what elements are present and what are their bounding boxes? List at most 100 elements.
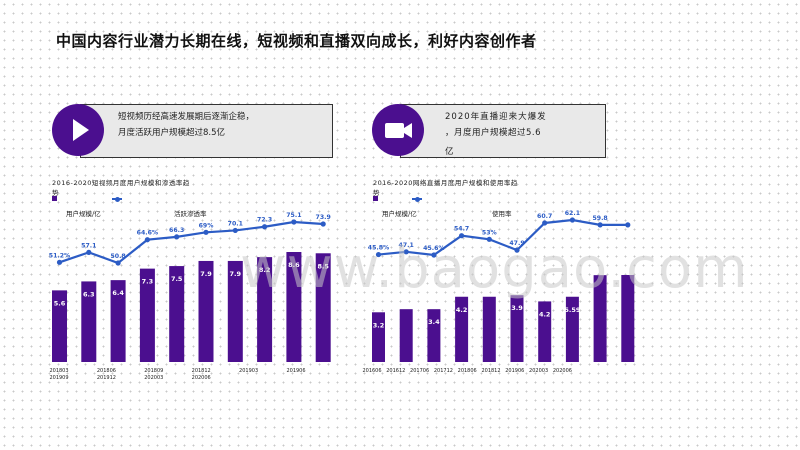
- live-stream-chart: 3.2 3.4 4.2 3.9 4.2 5.59 45.8% 47.1 45.6% 54.7 53%…: [362, 210, 635, 374]
- line-value-label: 51.2%: [49, 252, 70, 259]
- line-point: [203, 229, 209, 235]
- line-value-label: 45.6%: [423, 245, 444, 252]
- bar-value-label: 3.2: [373, 321, 385, 329]
- line-point: [375, 251, 382, 258]
- line-point: [86, 249, 92, 255]
- line-point: [232, 227, 238, 234]
- bar: [427, 309, 441, 362]
- bar-value-label: 5.59: [564, 306, 581, 314]
- line-value-label: 72.3: [257, 217, 272, 224]
- line-value-label: 64.6%: [137, 230, 158, 237]
- line-value-label: 60.7: [537, 213, 552, 220]
- x-tick-label: 201912: [97, 375, 116, 381]
- line-value-label: 47.9: [509, 240, 524, 247]
- bar: [621, 275, 635, 362]
- bar: [169, 266, 185, 362]
- line-point: [459, 233, 465, 239]
- bar-value-label: 8.5: [317, 262, 329, 270]
- x-tick-label: 201706: [410, 368, 429, 374]
- bar-value-label: 8.2: [259, 266, 271, 274]
- video-camera-icon: [385, 123, 412, 138]
- live-stream-card: 2020年直播迎来大爆发 ，月度用户规模超过5.6 亿: [400, 104, 606, 158]
- bar: [510, 295, 524, 362]
- bar-value-label: 3.9: [511, 304, 523, 312]
- bar: [315, 253, 331, 362]
- bar: [198, 260, 214, 362]
- bar-value-label: 7.5: [171, 275, 183, 283]
- x-tick-label: 202003: [529, 368, 548, 374]
- bar-value-label: 7.9: [230, 270, 242, 278]
- x-tick-label: 201712: [434, 368, 453, 374]
- x-tick-label: 201906: [286, 368, 305, 374]
- x-tick-label: 202006: [553, 368, 572, 374]
- short-video-card-line1: 短视频历经高速发展期后逐渐企稳，: [118, 112, 255, 122]
- bar-value-label: 6.3: [83, 290, 95, 298]
- right-chart-title-line1: 2016-2020网络直播月度用户规模和使用率趋: [373, 179, 518, 187]
- left-chart-title-line1: 2016-2020短视频月度用户规模和渗透率趋: [52, 179, 190, 187]
- line-value-label: 53%: [482, 229, 497, 236]
- line-point: [144, 237, 150, 243]
- right-chart-title-line2: 势: [373, 189, 380, 197]
- bar-value-label: 8.6: [288, 261, 300, 269]
- line-value-label: 54.7: [454, 226, 469, 233]
- series-line: [378, 218, 628, 257]
- line-point: [486, 236, 492, 242]
- right-legend-line-dot: [415, 196, 420, 202]
- x-tick-label: 201612: [386, 368, 405, 374]
- short-video-card-text: 短视频历经高速发展期后逐渐企稳， 月度活跃用户规模超过8.5亿: [118, 109, 323, 141]
- line-point: [569, 217, 575, 223]
- video-camera-icon-badge: [372, 104, 424, 156]
- right-chart-title: 2016-2020网络直播月度用户规模和使用率趋 势: [373, 177, 518, 197]
- line-value-label: 59.8: [592, 215, 607, 222]
- left-chart-title: 2016-2020短视频月度用户规模和渗透率趋 势: [52, 177, 190, 197]
- line-value-label: 66.3: [169, 227, 184, 234]
- x-tick-label: 201806: [458, 368, 477, 374]
- line-value-label: 57.1: [81, 242, 96, 249]
- x-tick-label: 201812: [192, 368, 211, 374]
- left-legend-line-dot: [115, 196, 120, 202]
- line-value-label: 62.1: [565, 210, 580, 217]
- right-legend-bar-label: 用户规模/亿: [382, 210, 417, 218]
- live-stream-card-text: 2020年直播迎来大爆发 ，月度用户规模超过5.6 亿: [445, 109, 600, 157]
- line-point: [56, 259, 63, 265]
- bar: [455, 296, 469, 362]
- line-value-label: 75.1: [286, 212, 301, 219]
- x-tick-label: 202006: [192, 375, 211, 381]
- line-point: [262, 224, 268, 230]
- bar: [482, 296, 496, 362]
- bar: [52, 290, 67, 362]
- live-stream-card-line2: ，月度用户规模超过5.6: [445, 128, 542, 138]
- bar: [538, 301, 552, 362]
- bar: [257, 257, 273, 362]
- bar: [286, 252, 302, 362]
- x-tick-label: 201606: [362, 368, 381, 374]
- line-point: [625, 222, 631, 228]
- bar: [139, 268, 155, 362]
- bar: [110, 280, 126, 362]
- right-legend-line-label: 使用率: [492, 210, 512, 218]
- line-point: [597, 222, 603, 228]
- line-point: [115, 260, 121, 266]
- series-line: [59, 220, 324, 265]
- left-legend-bar-label: 用户规模/亿: [66, 210, 101, 218]
- x-tick-label: 201806: [97, 368, 116, 374]
- right-legend-bar-swatch: [373, 196, 378, 201]
- x-tick-label: 201909: [49, 375, 68, 381]
- bar: [399, 309, 413, 362]
- bar: [372, 312, 385, 362]
- bar: [81, 281, 97, 362]
- bar: [227, 260, 243, 362]
- line-value-label: 73.9: [316, 214, 331, 221]
- line-point: [542, 220, 548, 226]
- short-video-card-line2: 月度活跃用户规模超过8.5亿: [118, 128, 226, 138]
- bar-value-label: 7.3: [142, 278, 154, 286]
- live-stream-card-line3: 亿: [445, 147, 454, 157]
- line-value-label: 70.1: [228, 220, 243, 227]
- line-value-label: 45.8%: [368, 245, 389, 252]
- line-value-label: 47.1: [399, 242, 414, 249]
- short-video-chart: 5.6 6.3 6.4 7.3 7.5 7.9 7.9 8.2 8.6 8.5 51.2% 57.1 5…: [49, 212, 331, 381]
- line-value-label: 50.8: [110, 253, 125, 260]
- bar-value-label: 5.6: [54, 299, 66, 307]
- line-point: [174, 234, 180, 240]
- play-icon-badge: [52, 104, 104, 156]
